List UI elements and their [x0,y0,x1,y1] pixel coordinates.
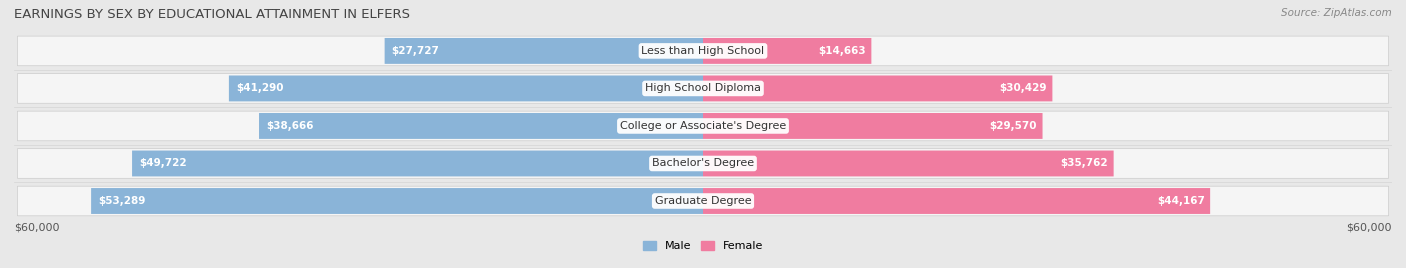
FancyBboxPatch shape [17,36,1389,66]
FancyBboxPatch shape [703,76,1053,101]
FancyBboxPatch shape [17,74,1389,103]
Text: $44,167: $44,167 [1157,196,1205,206]
FancyBboxPatch shape [17,186,1389,216]
Legend: Male, Female: Male, Female [638,236,768,255]
FancyBboxPatch shape [703,38,872,64]
Text: $27,727: $27,727 [391,46,440,56]
FancyBboxPatch shape [385,38,703,64]
Text: $38,666: $38,666 [266,121,314,131]
Text: $41,290: $41,290 [236,83,283,94]
FancyBboxPatch shape [17,111,1389,141]
FancyBboxPatch shape [703,151,1114,176]
Text: High School Diploma: High School Diploma [645,83,761,94]
FancyBboxPatch shape [259,113,703,139]
Text: $53,289: $53,289 [98,196,145,206]
Text: $35,762: $35,762 [1060,158,1108,169]
FancyBboxPatch shape [229,76,703,101]
FancyBboxPatch shape [91,188,703,214]
Text: $60,000: $60,000 [1347,223,1392,233]
Text: Less than High School: Less than High School [641,46,765,56]
FancyBboxPatch shape [703,188,1211,214]
Text: $60,000: $60,000 [14,223,59,233]
Text: $30,429: $30,429 [1000,83,1047,94]
FancyBboxPatch shape [132,151,703,176]
Text: EARNINGS BY SEX BY EDUCATIONAL ATTAINMENT IN ELFERS: EARNINGS BY SEX BY EDUCATIONAL ATTAINMEN… [14,8,411,21]
FancyBboxPatch shape [703,113,1042,139]
Text: College or Associate's Degree: College or Associate's Degree [620,121,786,131]
FancyBboxPatch shape [17,149,1389,178]
Text: $49,722: $49,722 [139,158,187,169]
Text: $29,570: $29,570 [990,121,1038,131]
Text: Graduate Degree: Graduate Degree [655,196,751,206]
Text: $14,663: $14,663 [818,46,866,56]
Text: Source: ZipAtlas.com: Source: ZipAtlas.com [1281,8,1392,18]
Text: Bachelor's Degree: Bachelor's Degree [652,158,754,169]
